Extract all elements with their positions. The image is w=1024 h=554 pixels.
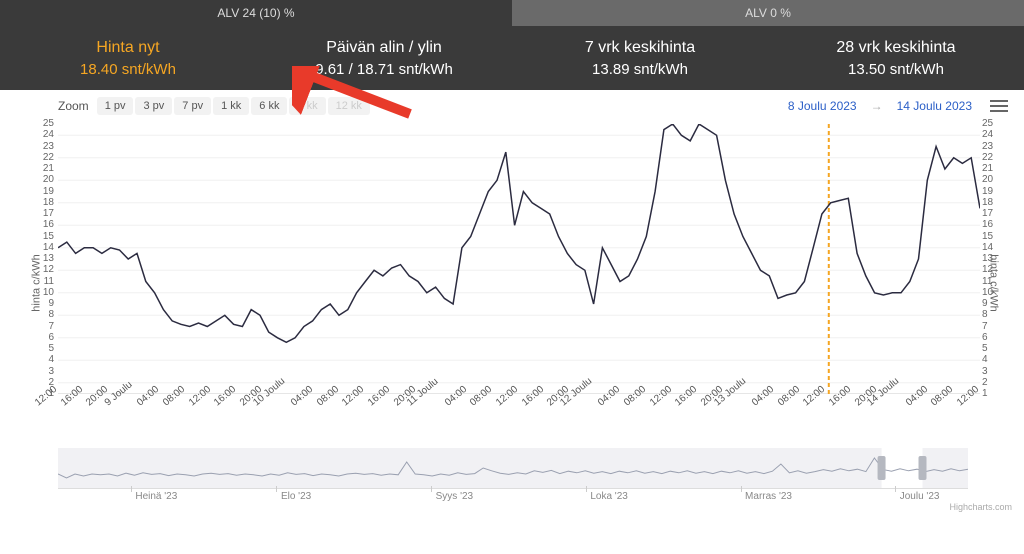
chart-svg [58, 124, 980, 394]
ytick: 18 [982, 198, 1002, 208]
nav-xtick: Elo '23 [281, 491, 311, 502]
ytick: 4 [34, 355, 54, 365]
ytick: 8 [982, 310, 1002, 320]
navigator: Heinä '23 Elo '23 Syys '23 Loka '23 Marras '… [0, 448, 1024, 514]
ytick: 9 [982, 299, 1002, 309]
ytick: 13 [982, 254, 1002, 264]
nav-xtick: Marras '23 [745, 491, 792, 502]
ytick: 25 [34, 119, 54, 129]
ytick: 1 [982, 389, 1002, 399]
ytick: 22 [982, 153, 1002, 163]
ytick: 15 [982, 232, 1002, 242]
ytick: 6 [982, 333, 1002, 343]
ytick: 14 [982, 243, 1002, 253]
ytick: 9 [34, 299, 54, 309]
credit-link[interactable]: Highcharts.com [949, 502, 1012, 512]
ytick: 12 [982, 265, 1002, 275]
zoom-1kk[interactable]: 1 kk [213, 97, 249, 115]
nav-xtick: Joulu '23 [900, 491, 940, 502]
ytick: 5 [34, 344, 54, 354]
ytick: 21 [982, 164, 1002, 174]
zoom-3pv[interactable]: 3 pv [135, 97, 172, 115]
ytick: 21 [34, 164, 54, 174]
tab-alv0[interactable]: ALV 0 % [512, 0, 1024, 26]
stat-current: Hinta nyt 18.40 snt/kWh [0, 34, 256, 82]
ytick: 10 [34, 288, 54, 298]
zoom-12kk[interactable]: 12 kk [328, 97, 370, 115]
ytick: 8 [34, 310, 54, 320]
zoom-6kk[interactable]: 6 kk [251, 97, 287, 115]
date-from[interactable]: 8 Joulu 2023 [788, 99, 857, 113]
nav-xtick: Loka '23 [590, 491, 628, 502]
ytick: 15 [34, 232, 54, 242]
date-to[interactable]: 14 Joulu 2023 [897, 99, 972, 113]
ytick: 3 [982, 367, 1002, 377]
zoom-label: Zoom [58, 99, 89, 113]
nav-xtick: Syys '23 [436, 491, 473, 502]
ytick: 19 [982, 187, 1002, 197]
nav-xtick: Heinä '23 [135, 491, 177, 502]
ytick: 24 [34, 130, 54, 140]
ytick: 17 [34, 209, 54, 219]
plot-area[interactable] [58, 124, 980, 394]
ytick: 23 [982, 142, 1002, 152]
stat-label: 28 vrk keskihinta [768, 39, 1024, 57]
stat-value: 9.61 / 18.71 snt/kWh [256, 61, 512, 78]
zoom-9kk[interactable]: 9 kk [289, 97, 325, 115]
ytick: 16 [34, 220, 54, 230]
date-arrow-icon: → [871, 99, 883, 113]
ytick: 7 [34, 322, 54, 332]
ytick: 7 [982, 322, 1002, 332]
ytick: 4 [982, 355, 1002, 365]
stat-label: 7 vrk keskihinta [512, 39, 768, 57]
ytick: 20 [982, 175, 1002, 185]
ytick: 22 [34, 153, 54, 163]
ytick: 14 [34, 243, 54, 253]
stat-label: Hinta nyt [0, 39, 256, 57]
ytick: 20 [34, 175, 54, 185]
ytick: 2 [982, 378, 1002, 388]
tab-alv24[interactable]: ALV 24 (10) % [0, 0, 512, 26]
ytick: 3 [34, 367, 54, 377]
ytick: 23 [34, 142, 54, 152]
stat-value: 13.50 snt/kWh [768, 61, 1024, 78]
stats-bar: Hinta nyt 18.40 snt/kWh Päivän alin / yl… [0, 26, 1024, 90]
ytick: 1 [34, 389, 54, 399]
stat-28d: 28 vrk keskihinta 13.50 snt/kWh [768, 34, 1024, 82]
ytick: 6 [34, 333, 54, 343]
ytick: 10 [982, 288, 1002, 298]
stat-7d: 7 vrk keskihinta 13.89 snt/kWh [512, 34, 768, 82]
navigator-svg[interactable] [58, 448, 968, 488]
zoom-1pv[interactable]: 1 pv [97, 97, 134, 115]
ytick: 12 [34, 265, 54, 275]
zoom-7pv[interactable]: 7 pv [174, 97, 211, 115]
ytick: 19 [34, 187, 54, 197]
hamburger-menu-icon[interactable] [990, 97, 1008, 115]
ytick: 13 [34, 254, 54, 264]
ytick: 17 [982, 209, 1002, 219]
vat-tabs: ALV 24 (10) % ALV 0 % [0, 0, 1024, 26]
stat-label: Päivän alin / ylin [256, 39, 512, 57]
ytick: 2 [34, 378, 54, 388]
navigator-x-labels: Heinä '23 Elo '23 Syys '23 Loka '23 Marras '… [58, 488, 968, 508]
stat-minmax: Päivän alin / ylin 9.61 / 18.71 snt/kWh [256, 34, 512, 82]
chart-toolbar: Zoom 1 pv 3 pv 7 pv 1 kk 6 kk 9 kk 12 kk… [0, 90, 1024, 118]
ytick: 18 [34, 198, 54, 208]
ytick: 24 [982, 130, 1002, 140]
stat-value: 13.89 snt/kWh [512, 61, 768, 78]
ytick: 16 [982, 220, 1002, 230]
ytick: 11 [982, 277, 1002, 287]
ytick: 25 [982, 119, 1002, 129]
ytick: 11 [34, 277, 54, 287]
ytick: 5 [982, 344, 1002, 354]
stat-value: 18.40 snt/kWh [0, 61, 256, 78]
price-chart: hinta c/kWh hinta c/kWh 12:0016:0020:009… [0, 118, 1024, 448]
x-axis-labels: 12:0016:0020:009 Joulu04:0008:0012:0016:… [58, 394, 980, 448]
